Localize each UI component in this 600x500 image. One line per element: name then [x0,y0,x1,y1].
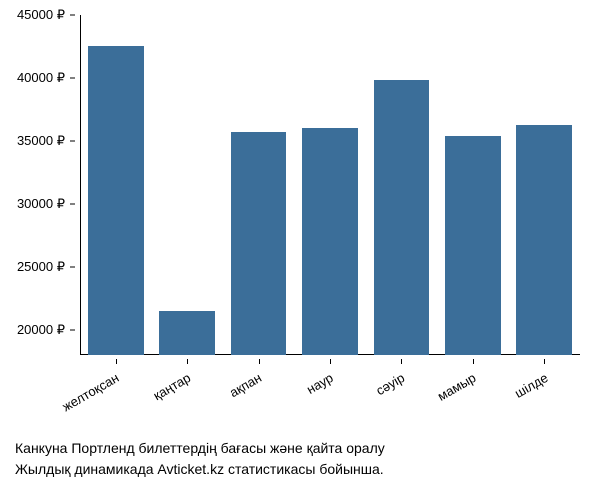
y-tick-mark [70,266,75,267]
x-tick-mark [116,359,117,364]
bar [88,46,144,355]
bar [231,132,287,355]
x-tick-mark [473,359,474,364]
y-tick-mark [70,140,75,141]
x-tick-label: желтоқсан [60,370,122,414]
bar [159,311,215,355]
price-bar-chart: 20000 ₽25000 ₽30000 ₽35000 ₽40000 ₽45000… [80,15,580,395]
x-tick-label: мамыр [435,370,479,404]
y-axis: 20000 ₽25000 ₽30000 ₽35000 ₽40000 ₽45000… [0,15,75,355]
y-tick-label: 40000 ₽ [0,70,65,86]
x-tick-mark [401,359,402,364]
bar [516,125,572,355]
y-tick-mark [70,15,75,16]
bar [302,128,358,355]
x-tick-mark [187,359,188,364]
y-tick-label: 35000 ₽ [0,133,65,149]
chart-caption: Канкуна Портленд билеттердің бағасы және… [15,438,385,480]
x-axis: желтоқсанқаңтарақпаннаурсәуірмамыршілде [80,359,580,360]
x-tick-label: наур [304,370,336,397]
y-tick-label: 45000 ₽ [0,7,65,23]
bar [445,136,501,355]
x-tick-mark [544,359,545,364]
x-tick-mark [330,359,331,364]
x-tick-label: ақпан [227,370,264,400]
x-tick-label: қаңтар [150,370,192,403]
caption-line-1: Канкуна Портленд билеттердің бағасы және… [15,438,385,459]
y-tick-label: 30000 ₽ [0,196,65,212]
caption-line-2: Жылдық динамикада Avticket.kz статистика… [15,459,385,480]
x-tick-label: сәуір [373,370,407,398]
y-axis-line [80,15,81,355]
y-tick-mark [70,203,75,204]
bar [374,80,430,355]
y-tick-label: 25000 ₽ [0,259,65,275]
y-tick-label: 20000 ₽ [0,322,65,338]
plot-area: 20000 ₽25000 ₽30000 ₽35000 ₽40000 ₽45000… [80,15,580,355]
x-tick-mark [259,359,260,364]
y-tick-mark [70,329,75,330]
y-tick-mark [70,77,75,78]
x-tick-label: шілде [512,370,550,401]
